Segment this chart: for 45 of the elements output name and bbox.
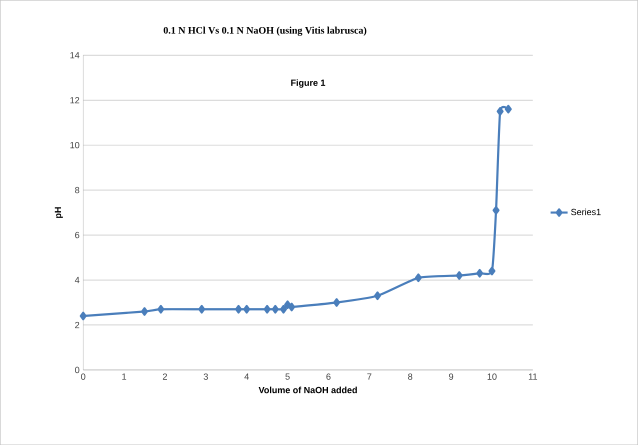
x-tick-label: 9 [449,373,454,380]
point [456,271,463,280]
y-tick-label: 2 [75,322,80,328]
point [374,291,382,300]
y-tick-label: 10 [70,142,80,148]
point [414,273,422,282]
y-axis-title: pH [54,207,63,218]
y-tick-label: 6 [75,232,80,238]
point [496,107,504,116]
x-tick-label: 4 [244,373,249,380]
x-tick-label: 6 [326,373,331,380]
point [504,104,512,114]
x-tick-label: 3 [204,373,208,380]
x-tick-label: 2 [162,373,167,380]
point [476,268,484,278]
y-tick-label: 14 [70,52,80,58]
y-tick-label: 12 [70,96,80,104]
x-tick-label: 7 [367,373,372,380]
chart-title: 0.1 N HCl Vs 0.1 N NaOH (using Vitis labrusca) [164,26,366,36]
annotation: Figure 1 [291,79,326,88]
x-tick-label: 10 [488,373,497,380]
x-tick-label: 0 [81,373,86,380]
point [492,206,500,215]
point [80,312,87,320]
x-axis-title: Volume of NaOH added [258,386,357,394]
point [264,304,271,314]
x-tick-label: 1 [122,373,126,380]
y-tick-label: 8 [75,186,80,194]
x-tick-label: 11 [528,373,538,380]
y-tick-label: 4 [74,276,80,284]
point [157,304,164,314]
y-tick-label: 0 [75,366,80,374]
point [288,302,296,312]
legend-label: Series1 [571,208,601,216]
point [235,304,242,314]
point [280,304,287,314]
x-tick-label: 5 [285,373,290,380]
point [284,300,292,309]
point [333,298,340,307]
point [272,304,279,314]
point [141,307,148,316]
point [198,304,206,314]
point [243,304,250,314]
x-tick-label: 8 [408,373,412,380]
point [488,266,496,276]
